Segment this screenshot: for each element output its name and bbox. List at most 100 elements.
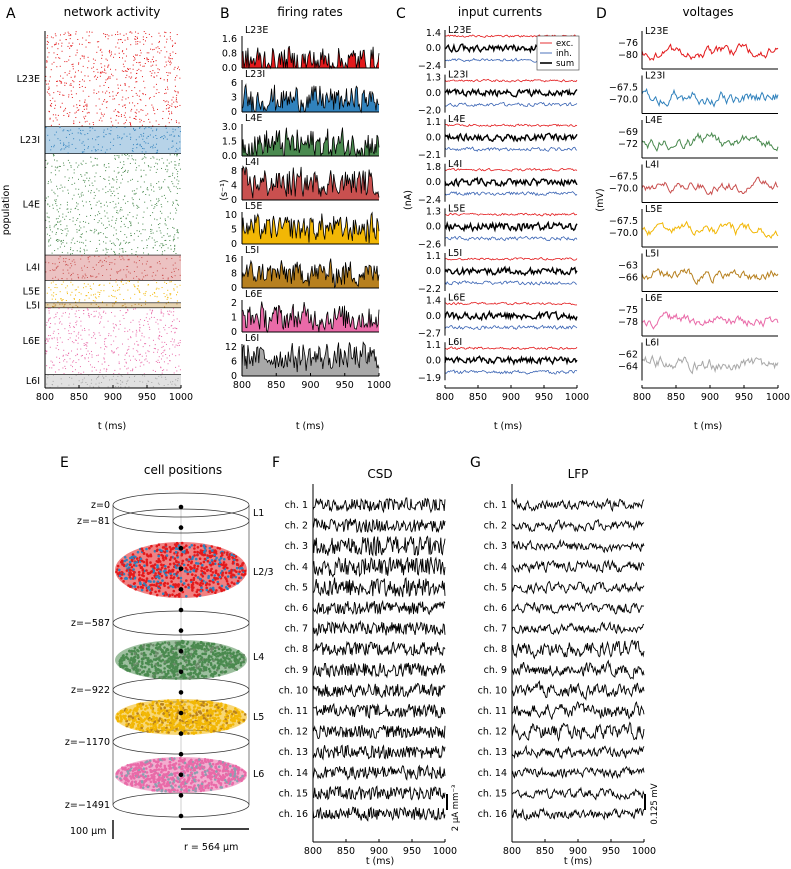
spike: [55, 316, 57, 318]
cell-marker: [174, 550, 178, 554]
spike: [171, 58, 173, 60]
cell-marker: [133, 717, 137, 720]
rate-y-tick-label: 1.6: [222, 34, 237, 45]
rate-pop-label: L23E: [245, 25, 268, 36]
spike: [49, 270, 51, 272]
spike: [115, 233, 117, 235]
spike: [163, 350, 165, 352]
spike: [146, 260, 148, 262]
spike: [93, 71, 95, 73]
spike: [128, 280, 130, 282]
cell-marker: [207, 660, 211, 664]
spike: [175, 150, 177, 152]
spike: [84, 252, 86, 254]
cell-marker: [202, 560, 206, 564]
spike: [66, 263, 68, 265]
cell-marker: [146, 706, 149, 710]
cell-marker: [186, 699, 190, 703]
panel-label-g: G: [470, 455, 481, 471]
spike: [93, 164, 95, 166]
rate-y-tick-label: 5: [231, 225, 237, 236]
spike: [135, 335, 137, 337]
spike: [73, 298, 75, 300]
spike: [99, 243, 101, 245]
spike: [105, 236, 107, 238]
spike: [81, 338, 83, 340]
spike: [59, 303, 61, 305]
cell-marker: [177, 576, 180, 580]
spike: [108, 295, 110, 297]
spike: [152, 130, 154, 132]
spike: [45, 350, 47, 352]
spike: [127, 310, 129, 312]
spike: [48, 93, 50, 95]
spike: [75, 374, 77, 376]
spike: [47, 339, 49, 341]
spike: [105, 201, 107, 203]
spike: [88, 42, 90, 44]
cell-marker: [184, 716, 188, 720]
cell-marker: [129, 563, 132, 566]
cell-marker: [210, 590, 214, 593]
cell-marker: [179, 662, 183, 665]
spike: [137, 205, 139, 207]
spike: [156, 128, 158, 130]
spike: [112, 98, 114, 100]
spike: [61, 186, 63, 188]
panel-title-d: voltages: [682, 5, 733, 19]
spike: [125, 241, 127, 243]
spike: [45, 127, 47, 129]
cell-marker: [186, 572, 190, 576]
spike: [46, 321, 48, 323]
cell-marker: [182, 726, 185, 729]
spike: [69, 162, 71, 164]
spike: [176, 173, 178, 175]
spike: [175, 120, 177, 122]
spike: [104, 33, 106, 35]
spike: [57, 301, 59, 303]
spike: [153, 76, 155, 78]
cell-marker: [154, 590, 157, 594]
spike: [162, 118, 164, 120]
cell-marker: [243, 713, 247, 716]
spike: [55, 276, 57, 278]
spike: [174, 85, 176, 87]
spike: [47, 181, 49, 183]
cell-marker: [242, 653, 245, 657]
cell-marker: [189, 667, 193, 671]
spike: [107, 65, 109, 67]
spike: [66, 228, 68, 230]
spike: [111, 312, 113, 314]
spike: [57, 114, 59, 116]
cell-marker: [175, 554, 179, 557]
spike: [115, 281, 117, 283]
spike: [96, 136, 98, 138]
spike: [119, 310, 121, 312]
cell-marker: [209, 555, 212, 559]
cell-marker: [132, 564, 136, 567]
spike: [88, 222, 90, 224]
spike: [124, 107, 126, 109]
cell-marker: [201, 722, 204, 726]
cell-marker: [229, 724, 232, 728]
cell-marker: [155, 584, 158, 587]
spike: [115, 69, 117, 71]
spike: [177, 91, 179, 93]
spike: [68, 325, 70, 327]
spike: [60, 81, 62, 83]
spike: [137, 344, 139, 346]
panel-b-xlabel: t (ms): [296, 421, 324, 432]
spike: [110, 55, 112, 57]
spike: [114, 158, 116, 160]
spike: [79, 58, 81, 60]
spike: [109, 262, 111, 264]
cell-marker: [189, 714, 192, 717]
voltage-y-tick-label: −80: [618, 50, 638, 61]
cell-marker: [174, 715, 177, 719]
cell-marker: [229, 654, 232, 657]
cell-marker: [211, 652, 215, 656]
spike: [91, 356, 93, 358]
spike: [113, 352, 115, 354]
